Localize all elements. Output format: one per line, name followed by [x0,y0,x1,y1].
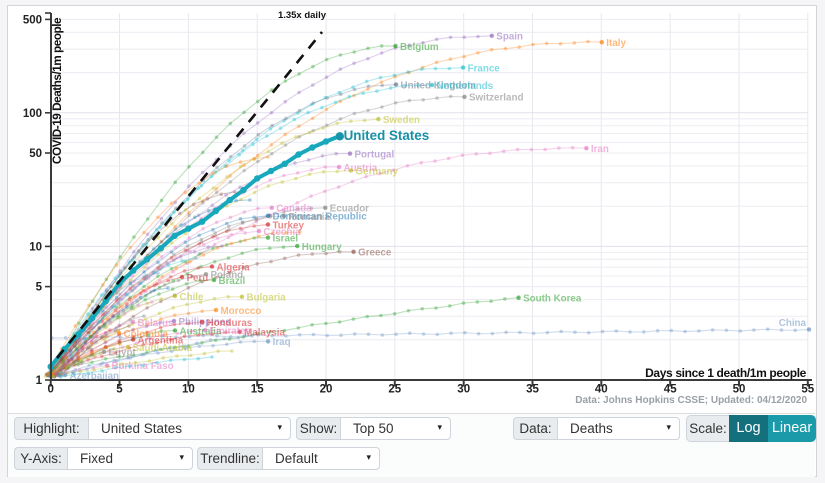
svg-text:China: China [779,318,807,329]
svg-text:15: 15 [251,384,264,396]
svg-text:Germany: Germany [356,166,399,177]
svg-text:5: 5 [116,384,123,396]
svg-text:Morocco: Morocco [221,306,262,317]
svg-text:Netherlands: Netherlands [437,81,494,92]
svg-text:United States: United States [344,128,430,143]
svg-text:Belgium: Belgium [400,42,439,53]
svg-text:Greece: Greece [358,248,392,259]
svg-text:Switzerland: Switzerland [469,93,523,104]
svg-text:Brazil: Brazil [219,276,246,287]
svg-text:Ecuador: Ecuador [330,204,369,215]
svg-text:100: 100 [23,108,42,120]
svg-text:10: 10 [182,384,195,396]
svg-text:Iran: Iran [591,144,609,155]
svg-text:Belarus: Belarus [138,318,174,329]
svg-text:10: 10 [29,241,42,253]
svg-text:50: 50 [733,384,746,396]
svg-text:5: 5 [36,282,43,294]
svg-text:35: 35 [526,384,539,396]
svg-text:Algeria: Algeria [217,262,251,273]
svg-text:Portugal: Portugal [355,149,395,160]
svg-text:Hungary: Hungary [302,242,342,253]
svg-text:Romania: Romania [289,212,331,223]
svg-text:Israel: Israel [273,233,299,244]
svg-text:Spain: Spain [496,32,523,43]
svg-text:COVID-19 Deaths/1m people: COVID-19 Deaths/1m people [50,17,64,164]
svg-text:20: 20 [320,384,333,396]
svg-text:United Kingdom: United Kingdom [401,80,477,91]
svg-text:1: 1 [36,375,43,387]
svg-text:Turkey: Turkey [273,220,305,231]
svg-text:Chile: Chile [180,292,205,303]
svg-text:1.35x daily: 1.35x daily [278,10,327,21]
svg-text:Malaysia: Malaysia [244,328,285,339]
svg-text:Canada: Canada [276,204,312,215]
svg-text:25: 25 [388,384,401,396]
svg-text:Burkina Faso: Burkina Faso [112,361,174,372]
svg-text:Data: Johns Hopkins CSSE; Upda: Data: Johns Hopkins CSSE; Updated: 04/12… [575,395,807,406]
svg-text:France: France [468,63,501,74]
svg-text:Sweden: Sweden [383,115,420,126]
svg-text:Czechia: Czechia [264,227,302,238]
svg-text:Colombia: Colombia [124,329,169,340]
svg-text:South Korea: South Korea [523,294,582,305]
svg-text:Honduras: Honduras [207,318,253,329]
svg-text:Dominican Republic: Dominican Republic [273,212,368,223]
svg-text:Australia: Australia [180,326,222,337]
svg-text:Egypt: Egypt [109,348,137,359]
svg-text:Poland: Poland [211,270,244,281]
svg-text:Azerbaijan: Azerbaijan [70,371,120,382]
svg-text:45: 45 [664,384,677,396]
svg-text:0: 0 [47,384,53,396]
svg-text:55: 55 [801,384,814,396]
svg-text:Emirates: Emirates [210,326,252,337]
svg-text:500: 500 [23,14,42,26]
svg-text:30: 30 [457,384,470,396]
svg-text:50: 50 [29,148,42,160]
svg-text:Argentina: Argentina [138,335,184,346]
svg-text:Iraq: Iraq [273,337,291,348]
svg-text:Peru: Peru [187,273,209,284]
svg-text:Days since 1 death/1m people: Days since 1 death/1m people [645,366,807,380]
svg-text:40: 40 [595,384,608,396]
svg-text:Italy: Italy [606,38,626,49]
svg-text:Bulgaria: Bulgaria [247,293,287,304]
svg-text:Philippines: Philippines [179,317,232,328]
svg-text:Saudi Arabia: Saudi Arabia [133,343,193,354]
svg-text:Austria: Austria [344,163,378,174]
